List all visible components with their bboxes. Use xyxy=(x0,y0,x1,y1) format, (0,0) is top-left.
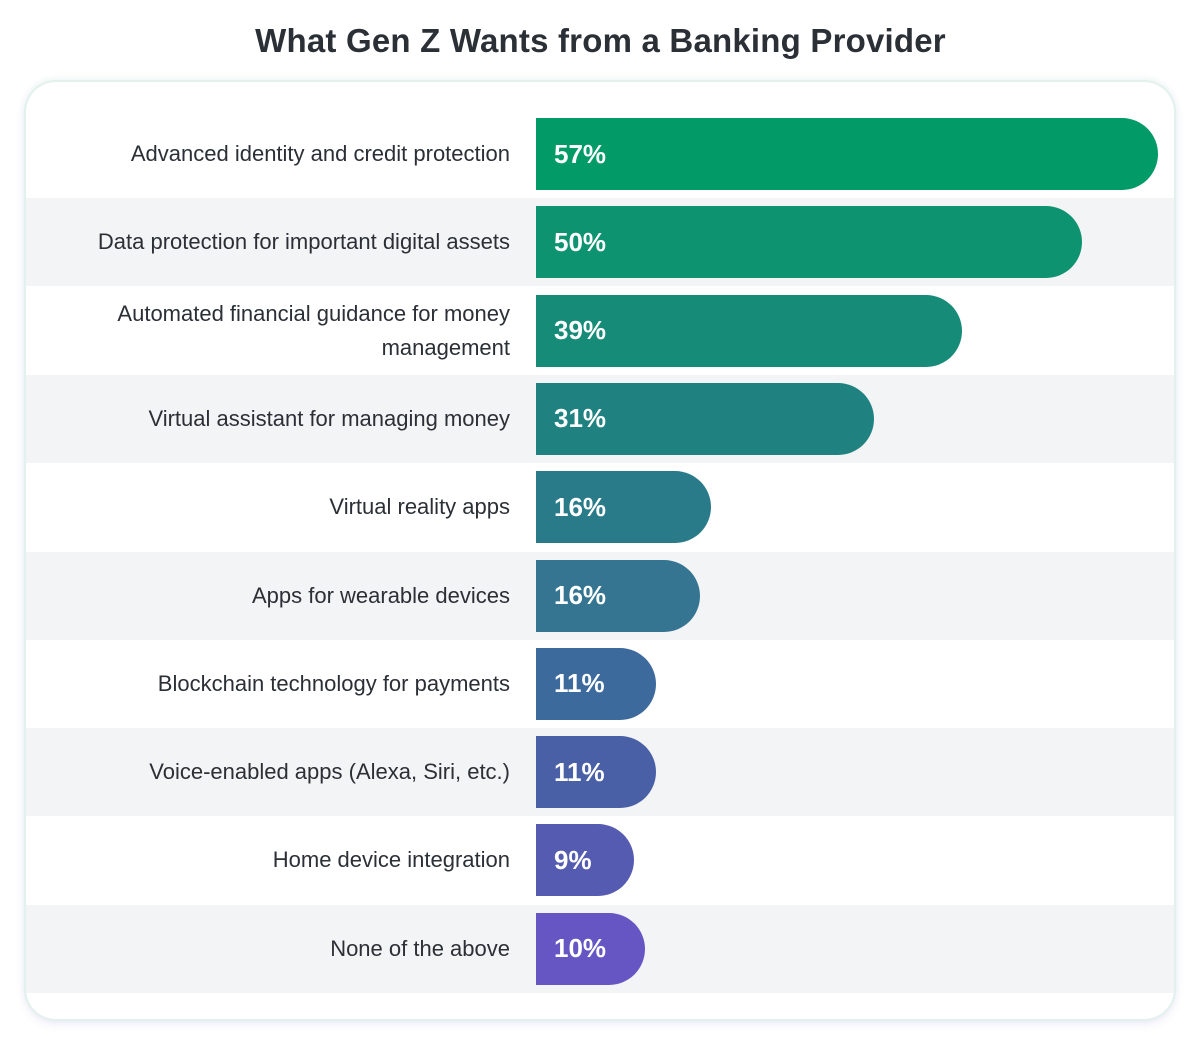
data-label: 11% xyxy=(554,756,605,787)
chart-row: Blockchain technology for payments 11% xyxy=(26,640,1174,728)
category-label: Voice-enabled apps (Alexa, Siri, etc.) xyxy=(149,759,510,785)
chart-row: Advanced identity and credit protection 5… xyxy=(26,110,1174,198)
bar: 16% xyxy=(536,559,700,632)
data-label: 16% xyxy=(554,580,607,610)
category-label: Data protection for important digital as… xyxy=(97,229,510,255)
chart-row: Voice-enabled apps (Alexa, Siri, etc.) 11… xyxy=(26,728,1174,817)
bar: 10% xyxy=(536,912,645,985)
bar: 57% xyxy=(536,118,1158,190)
chart-row: Virtual reality apps 16% xyxy=(26,463,1174,551)
data-label: 16% xyxy=(554,491,607,522)
category-label: Apps for wearable devices xyxy=(251,582,510,608)
bar: 50% xyxy=(536,206,1082,279)
category-label: Virtual assistant for managing money xyxy=(148,405,510,431)
category-label: Home device integration xyxy=(272,847,510,873)
bar: 11% xyxy=(536,736,656,809)
chart-row: Data protection for important digital as… xyxy=(26,198,1174,287)
data-label: 10% xyxy=(554,933,607,964)
chart-row: None of the above 10% xyxy=(26,904,1174,993)
chart-row: Home device integration 9% xyxy=(26,816,1174,904)
bar: 9% xyxy=(536,824,634,897)
data-label: 39% xyxy=(554,315,607,346)
bar: 11% xyxy=(536,647,656,720)
chart-card: Advanced identity and credit protection 5… xyxy=(26,82,1174,1019)
chart-title: What Gen Z Wants from a Banking Provider xyxy=(255,22,946,59)
data-label: 9% xyxy=(554,844,592,875)
chart-row: Apps for wearable devices 16% xyxy=(26,551,1174,640)
data-label: 57% xyxy=(554,138,607,169)
chart-row: Automated financial guidance for money ma… xyxy=(26,287,1174,375)
category-label: Automated financial guidance for money ma… xyxy=(117,300,510,360)
bar: 39% xyxy=(536,294,962,367)
category-label: Virtual reality apps xyxy=(329,494,510,520)
chart-row: Virtual assistant for managing money 31% xyxy=(26,374,1174,463)
category-label: None of the above xyxy=(330,935,510,961)
data-label: 31% xyxy=(554,403,607,434)
data-label: 50% xyxy=(554,226,607,257)
category-label: Blockchain technology for payments xyxy=(157,670,510,696)
bar: 31% xyxy=(536,382,874,455)
category-label: Advanced identity and credit protection xyxy=(130,141,510,166)
data-label: 11% xyxy=(554,668,605,699)
bar: 16% xyxy=(536,471,711,544)
